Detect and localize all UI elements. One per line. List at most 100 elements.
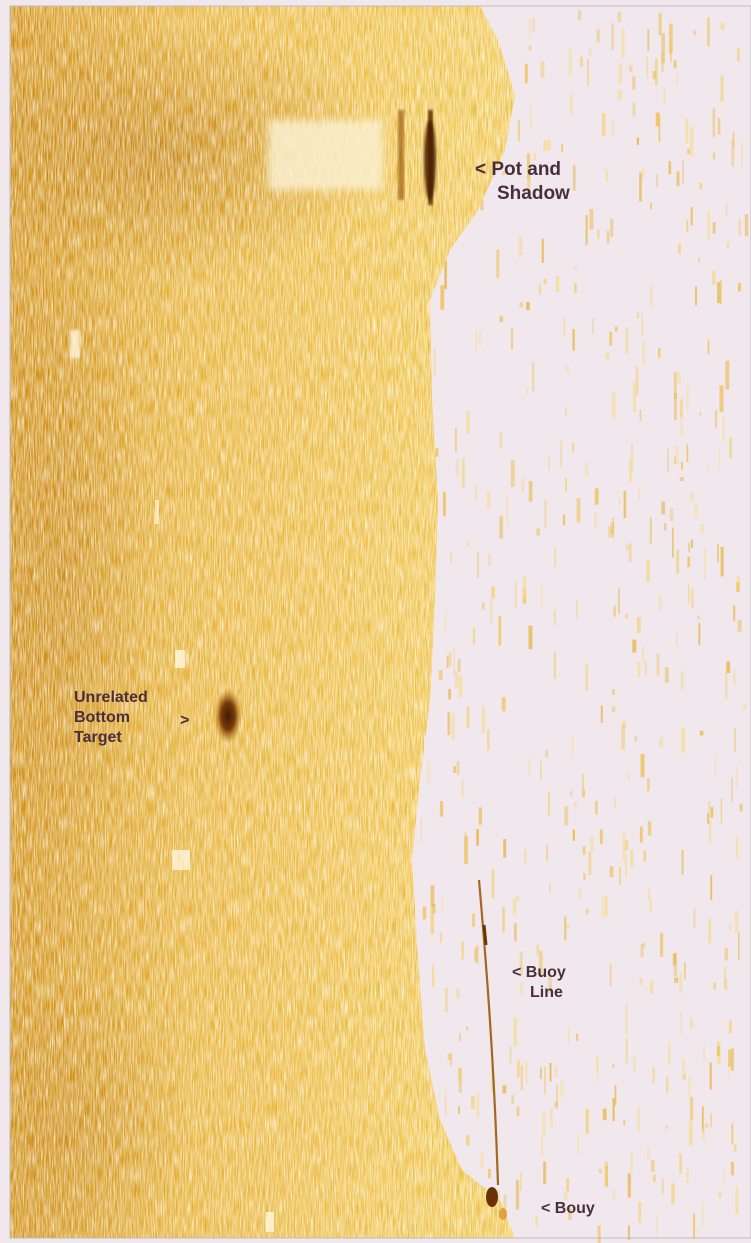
water-speckle-mark bbox=[737, 620, 742, 632]
water-speckle-mark bbox=[476, 1092, 480, 1118]
water-speckle-mark bbox=[520, 237, 523, 255]
water-speckle-mark bbox=[445, 987, 448, 1013]
water-speckle-mark bbox=[572, 329, 575, 351]
water-speckle-mark bbox=[576, 498, 581, 523]
water-speckle-mark bbox=[543, 278, 547, 285]
water-speckle-mark bbox=[722, 415, 725, 442]
water-speckle-mark bbox=[584, 461, 589, 478]
water-speckle-mark bbox=[422, 906, 427, 920]
water-speckle-mark bbox=[448, 689, 451, 700]
water-speckle-mark bbox=[515, 896, 520, 902]
water-speckle-mark bbox=[673, 60, 677, 69]
water-speckle-mark bbox=[686, 220, 689, 233]
water-speckle-mark bbox=[433, 348, 436, 376]
water-speckle-mark bbox=[639, 826, 643, 843]
water-speckle-mark bbox=[540, 60, 545, 78]
water-speckle-mark bbox=[540, 1067, 542, 1080]
water-speckle-mark bbox=[521, 477, 525, 493]
water-speckle-mark bbox=[444, 1089, 447, 1116]
annotation-unrelated-line2: Bottom bbox=[74, 709, 130, 726]
water-speckle-mark bbox=[540, 760, 542, 781]
water-speckle-mark bbox=[562, 514, 565, 526]
water-speckle-mark bbox=[720, 75, 724, 102]
water-speckle-mark bbox=[555, 275, 560, 293]
water-speckle-mark bbox=[611, 121, 615, 136]
water-speckle-mark bbox=[515, 1179, 520, 1210]
water-speckle-mark bbox=[656, 1216, 658, 1239]
annotation-bouy: < Bouy bbox=[541, 1199, 595, 1219]
water-speckle-mark bbox=[643, 850, 646, 862]
water-speckle-mark bbox=[739, 803, 743, 812]
water-speckle-mark bbox=[576, 1033, 579, 1041]
water-speckle-mark bbox=[572, 829, 575, 841]
water-speckle-mark bbox=[727, 1067, 730, 1078]
water-speckle-mark bbox=[637, 311, 639, 319]
water-speckle-mark bbox=[574, 283, 577, 293]
water-speckle-mark bbox=[554, 1065, 558, 1077]
water-speckle-mark bbox=[636, 137, 639, 145]
water-speckle-mark bbox=[663, 86, 666, 106]
water-speckle-mark bbox=[594, 488, 599, 505]
water-speckle-mark bbox=[543, 140, 548, 151]
water-speckle-mark bbox=[601, 113, 606, 137]
water-speckle-mark bbox=[724, 966, 726, 989]
annotation-unrelated-bottom-target: Unrelated Bottom Target bbox=[74, 688, 148, 748]
water-speckle-mark bbox=[550, 1108, 553, 1127]
water-speckle-mark bbox=[638, 1202, 642, 1223]
water-speckle-mark bbox=[599, 829, 603, 844]
water-speckle-mark bbox=[553, 548, 557, 567]
water-speckle-mark bbox=[597, 1225, 601, 1243]
water-speckle-mark bbox=[666, 1076, 669, 1094]
water-speckle-mark bbox=[674, 977, 679, 983]
water-speckle-mark bbox=[610, 219, 614, 238]
water-speckle-mark bbox=[549, 1063, 552, 1082]
water-speckle-mark bbox=[630, 1151, 633, 1173]
water-speckle-mark bbox=[683, 1073, 686, 1080]
image-border bbox=[9, 5, 751, 1239]
water-speckle-mark bbox=[446, 655, 449, 668]
water-speckle-mark bbox=[471, 1095, 475, 1109]
water-speckle-mark bbox=[514, 582, 517, 609]
water-speckle-mark bbox=[496, 1189, 500, 1202]
water-speckle-mark bbox=[567, 1027, 570, 1045]
water-speckle-mark bbox=[706, 17, 710, 47]
water-speckle-mark bbox=[527, 176, 531, 197]
water-speckle-mark bbox=[735, 836, 739, 858]
water-speckle-mark bbox=[585, 664, 589, 691]
water-speckle-mark bbox=[621, 29, 625, 58]
water-speckle-mark bbox=[712, 108, 716, 137]
water-speckle-mark bbox=[450, 552, 453, 563]
pot-shadow-patch bbox=[268, 120, 383, 190]
water-speckle-mark bbox=[655, 112, 660, 127]
water-speckle-mark bbox=[708, 918, 712, 943]
water-speckle-mark bbox=[672, 527, 674, 558]
water-speckle-mark bbox=[667, 448, 669, 472]
water-speckle-mark bbox=[601, 896, 604, 918]
water-speckle-mark bbox=[520, 1172, 522, 1191]
water-speckle-mark bbox=[546, 844, 548, 861]
water-speckle-mark bbox=[737, 47, 740, 62]
water-speckle-mark bbox=[619, 498, 621, 506]
water-speckle-mark bbox=[548, 973, 552, 993]
water-speckle-mark bbox=[501, 171, 506, 176]
water-speckle-mark bbox=[440, 285, 445, 310]
water-speckle-mark bbox=[719, 385, 724, 413]
water-speckle-mark bbox=[453, 647, 456, 676]
water-speckle bbox=[420, 9, 749, 1243]
water-speckle-mark bbox=[686, 1167, 689, 1183]
water-speckle-mark bbox=[707, 812, 710, 825]
water-speckle-mark bbox=[652, 1174, 656, 1182]
water-speckle-mark bbox=[447, 1053, 452, 1060]
water-speckle-mark bbox=[677, 370, 681, 385]
water-speckle-mark bbox=[454, 670, 459, 688]
water-speckle-mark bbox=[639, 172, 642, 202]
water-speckle-mark bbox=[658, 115, 661, 143]
water-speckle-mark bbox=[605, 169, 608, 182]
water-speckle-mark bbox=[708, 820, 712, 843]
water-speckle-mark bbox=[743, 704, 747, 709]
water-speckle-mark bbox=[610, 522, 615, 535]
water-speckle-mark bbox=[688, 542, 691, 553]
water-speckle-mark bbox=[642, 340, 645, 366]
water-speckle-mark bbox=[420, 816, 423, 843]
annotation-buoy-line2: Line bbox=[530, 984, 563, 1001]
